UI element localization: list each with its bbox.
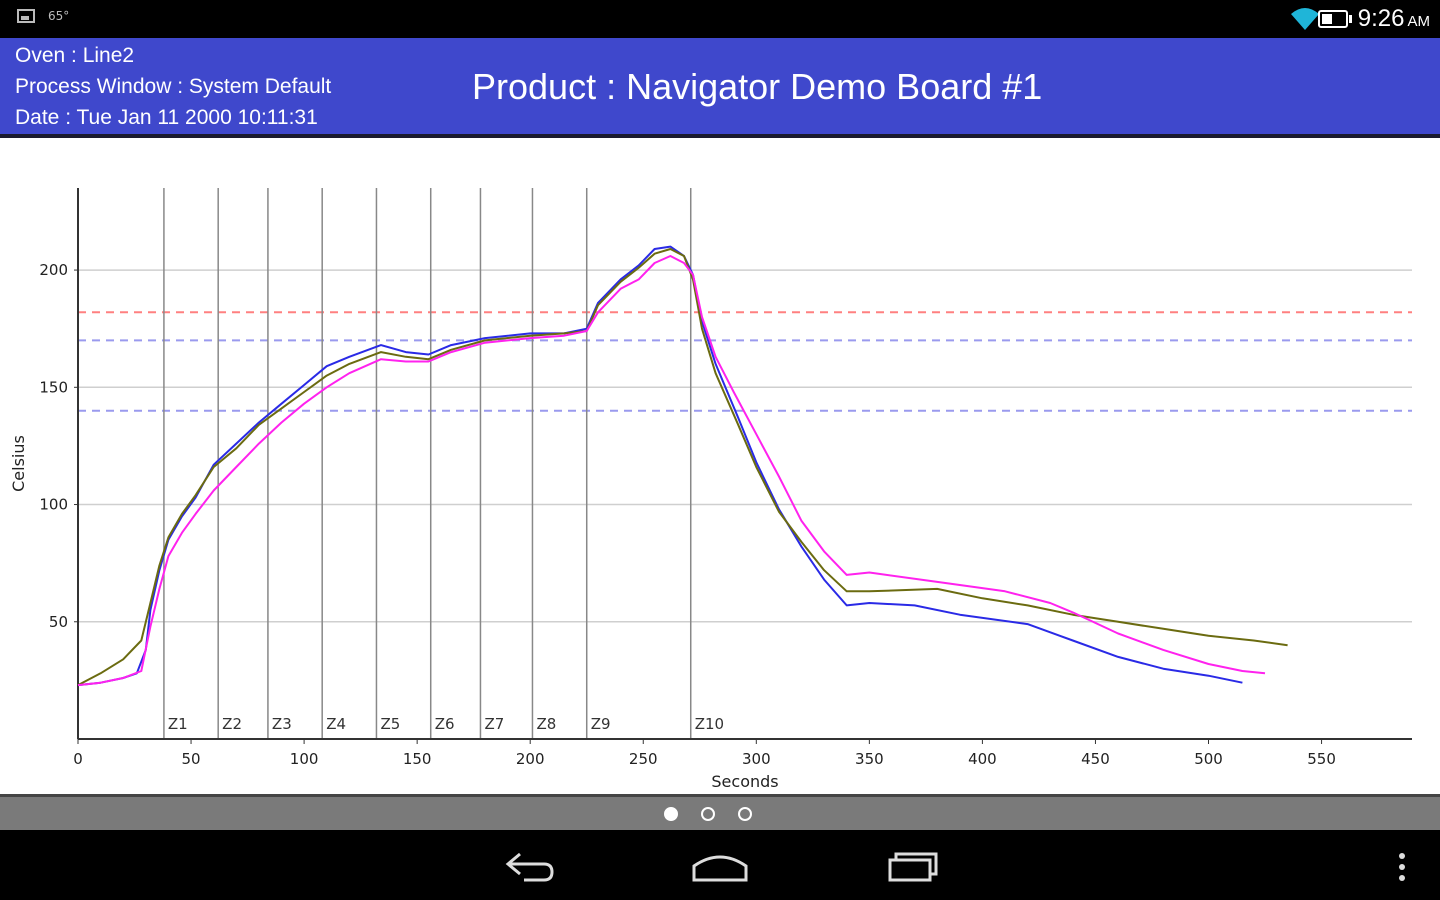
page-indicator-bar	[0, 794, 1440, 833]
zone-label: Z9	[591, 715, 611, 733]
zone-label: Z1	[168, 715, 188, 733]
x-tick-label: 200	[516, 750, 545, 768]
x-tick-label: 550	[1307, 750, 1336, 768]
y-tick-label: 200	[39, 261, 68, 279]
page-dot[interactable]	[738, 807, 752, 821]
wifi-icon	[1291, 8, 1319, 30]
date-label: Date : Tue Jan 11 2000 10:11:31	[15, 106, 318, 129]
page-dot[interactable]	[701, 807, 715, 821]
battery-icon	[1318, 10, 1352, 28]
clock-time: 9:26	[1357, 5, 1405, 32]
page-dot-active[interactable]	[664, 807, 678, 821]
zone-label: Z8	[536, 715, 556, 733]
clock: 9:26 AM	[1358, 5, 1430, 33]
x-tick-label: 150	[403, 750, 432, 768]
zone-label: Z2	[222, 715, 242, 733]
temperature-icon: 65°	[48, 9, 70, 23]
temperature-profile-chart[interactable]: 50 100 150 200 Z1 Z2 Z3 Z4 Z5 Z6 Z7 Z8 Z9 Z10 0 50 100 15…	[0, 138, 1440, 794]
zone-label: Z7	[484, 715, 504, 733]
y-axis-title: Celsius	[9, 435, 28, 492]
x-tick-label: 250	[629, 750, 658, 768]
x-tick-label: 300	[742, 750, 771, 768]
chart-area[interactable]: 50 100 150 200 Z1 Z2 Z3 Z4 Z5 Z6 Z7 Z8 Z9 Z10 0 50 100 15…	[0, 138, 1440, 794]
status-bar: 65° 9:26 AM	[0, 0, 1440, 38]
profile-header: Oven : Line2 Process Window : System Def…	[0, 38, 1440, 138]
zone-label: Z5	[380, 715, 400, 733]
oven-label: Oven : Line2	[15, 44, 135, 67]
home-icon[interactable]	[690, 844, 750, 888]
y-tick-label: 100	[39, 496, 68, 514]
x-tick-label: 400	[968, 750, 997, 768]
x-tick-label: 450	[1081, 750, 1110, 768]
recents-icon[interactable]	[884, 844, 944, 888]
zone-label: Z3	[272, 715, 292, 733]
overflow-menu-icon[interactable]	[1392, 850, 1412, 886]
y-tick-label: 150	[39, 378, 68, 396]
series-line-3	[77, 255, 1266, 687]
zone-label: Z10	[695, 715, 724, 733]
x-axis-title: Seconds	[711, 772, 778, 791]
product-title: Product : Navigator Demo Board #1	[472, 66, 1043, 107]
zone-label: Z4	[326, 715, 346, 733]
process-window-label: Process Window : System Default	[15, 75, 332, 98]
clock-ampm: AM	[1407, 13, 1431, 30]
y-tick-label: 50	[49, 613, 68, 631]
gallery-icon	[17, 9, 35, 23]
zone-label: Z6	[435, 715, 455, 733]
x-tick-label: 350	[855, 750, 884, 768]
x-tick-label: 50	[182, 750, 201, 768]
x-tick-label: 0	[73, 750, 83, 768]
navigation-bar	[0, 830, 1440, 900]
x-tick-label: 100	[290, 750, 319, 768]
back-icon[interactable]	[500, 844, 560, 888]
series-line-2	[77, 248, 1288, 686]
x-tick-label: 500	[1194, 750, 1223, 768]
